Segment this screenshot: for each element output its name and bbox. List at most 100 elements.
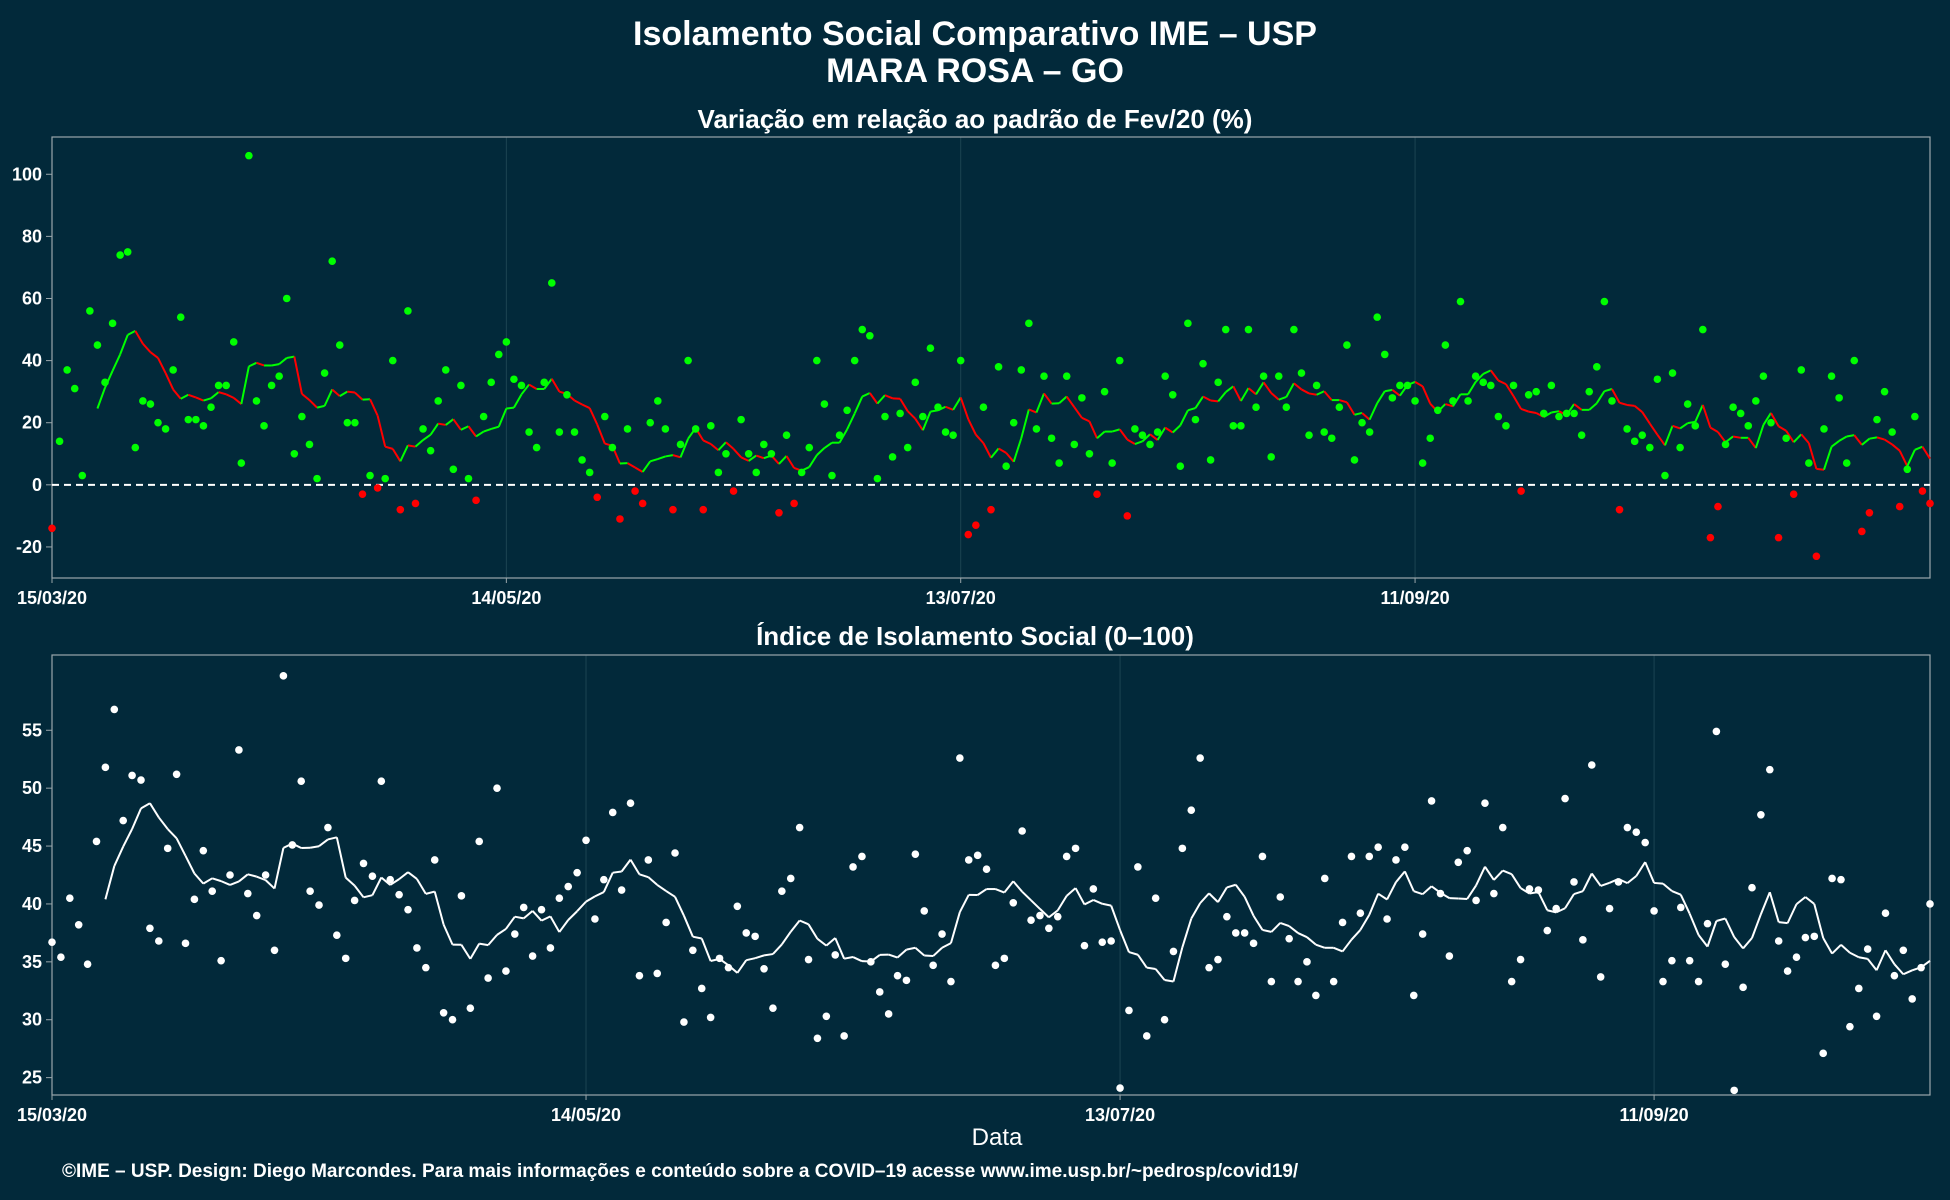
- y-tick-label: 60: [22, 288, 42, 308]
- data-point: [1464, 397, 1472, 405]
- moving-average-segment: [309, 845, 320, 849]
- moving-average-segment: [1146, 966, 1156, 970]
- moving-average-segment: [647, 876, 658, 886]
- moving-average-segment: [1293, 382, 1303, 391]
- data-point: [1694, 977, 1703, 986]
- moving-average-segment: [467, 425, 477, 438]
- data-point: [1297, 369, 1306, 377]
- data-point: [1426, 434, 1435, 443]
- data-point: [1739, 983, 1747, 992]
- data-point: [1327, 434, 1336, 443]
- y-tick-label: 80: [22, 226, 42, 246]
- moving-average-segment: [345, 876, 356, 887]
- data-point: [93, 341, 102, 349]
- data-point: [1142, 1032, 1151, 1040]
- moving-average-segment: [1141, 433, 1151, 443]
- data-point: [222, 381, 230, 390]
- moving-average-segment: [1717, 431, 1727, 443]
- data-point: [1630, 437, 1639, 446]
- moving-average-segment: [1208, 892, 1219, 903]
- moving-average-segment: [229, 880, 240, 886]
- data-point: [66, 894, 74, 902]
- data-point: [903, 443, 912, 452]
- data-point: [388, 356, 397, 365]
- data-point: [1801, 933, 1810, 942]
- moving-average-segment: [391, 448, 402, 462]
- moving-average-segment: [1012, 437, 1023, 463]
- moving-average-segment: [692, 935, 702, 940]
- moving-average-segment: [1226, 883, 1237, 889]
- moving-average-segment: [452, 418, 462, 431]
- data-point: [305, 440, 314, 449]
- data-point: [1146, 440, 1154, 449]
- data-point: [235, 746, 243, 754]
- moving-average-segment: [906, 946, 916, 951]
- moving-average-segment: [620, 859, 632, 873]
- moving-average-segment: [834, 937, 846, 960]
- moving-average-segment: [1747, 437, 1757, 449]
- data-point: [1516, 955, 1525, 964]
- data-point: [493, 784, 501, 792]
- moving-average-segment: [896, 948, 908, 959]
- data-point: [1305, 431, 1313, 439]
- data-point: [1320, 428, 1328, 436]
- data-point: [744, 449, 753, 458]
- moving-average-segment: [952, 396, 962, 411]
- data-point: [1494, 412, 1503, 421]
- data-point: [671, 849, 679, 857]
- data-point: [813, 1034, 822, 1043]
- data-point: [1047, 434, 1056, 443]
- moving-average-segment: [1421, 385, 1432, 405]
- data-point: [1509, 381, 1518, 390]
- data-point: [1638, 431, 1647, 439]
- data-point: [350, 896, 359, 905]
- data-point: [715, 954, 724, 963]
- data-point: [1089, 885, 1098, 893]
- data-point: [1036, 911, 1044, 920]
- moving-average-segment: [1110, 905, 1121, 931]
- moving-average-segment: [142, 343, 152, 353]
- moving-average-segment: [1297, 932, 1308, 939]
- moving-average-segment: [995, 888, 1005, 894]
- data-point: [1744, 422, 1753, 430]
- data-point: [1040, 372, 1048, 380]
- moving-average-segment: [588, 407, 599, 425]
- data-point: [1191, 415, 1200, 424]
- y-tick-label: 40: [22, 894, 42, 914]
- figure-title: Isolamento Social Comparativo IME – USP: [633, 15, 1317, 53]
- moving-average-segment: [1611, 388, 1621, 404]
- moving-average-segment: [1588, 402, 1598, 411]
- moving-average-segment: [884, 394, 893, 400]
- data-point: [1881, 909, 1890, 918]
- data-point: [1587, 761, 1596, 769]
- moving-average-segment: [1724, 918, 1736, 938]
- data-point: [1131, 425, 1139, 433]
- moving-average-segment: [1706, 920, 1718, 947]
- data-point: [1449, 397, 1457, 405]
- data-point: [1842, 459, 1851, 467]
- moving-average-segment: [193, 872, 205, 885]
- moving-average-segment: [1600, 881, 1610, 887]
- data-point: [941, 428, 950, 436]
- data-point: [351, 418, 359, 427]
- moving-average-segment: [407, 871, 418, 880]
- moving-average-segment: [1252, 915, 1264, 931]
- moving-average-segment: [1074, 887, 1086, 905]
- moving-average-segment: [1199, 892, 1210, 904]
- moving-average-segment: [807, 923, 819, 940]
- moving-average-segment: [380, 876, 391, 886]
- data-point: [1767, 418, 1775, 427]
- data-point: [1329, 977, 1338, 986]
- moving-average-segment: [725, 441, 735, 450]
- moving-average-segment: [1128, 951, 1139, 956]
- data-point: [1252, 403, 1260, 411]
- data-point: [1411, 397, 1419, 405]
- moving-average-segment: [308, 399, 318, 409]
- moving-average-segment: [1119, 929, 1130, 953]
- data-point: [638, 499, 647, 508]
- moving-average-segment: [384, 445, 394, 450]
- data-point: [298, 412, 306, 421]
- moving-average-segment: [158, 816, 169, 830]
- y-tick-label: 100: [12, 164, 42, 184]
